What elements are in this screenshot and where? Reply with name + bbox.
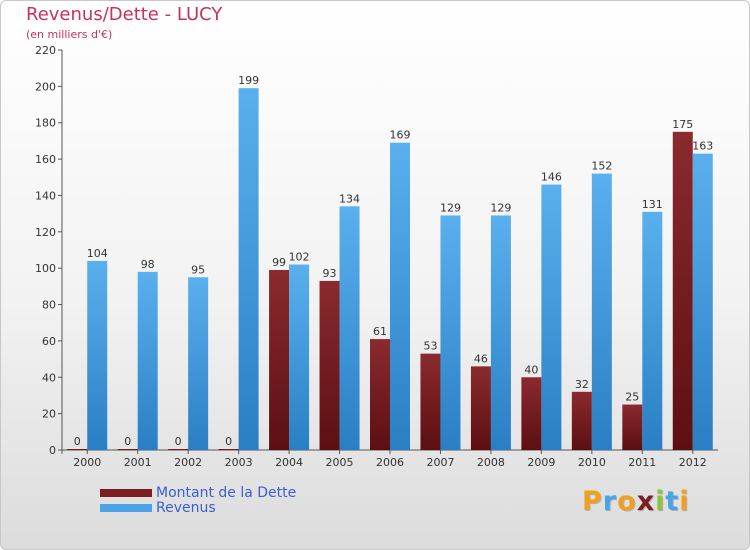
- data-label-debt: 46: [474, 352, 488, 365]
- bar-debt: [168, 449, 189, 450]
- x-tick-label: 2006: [376, 456, 404, 469]
- data-label-debt: 99: [272, 256, 286, 269]
- bar-debt: [218, 449, 239, 450]
- x-tick-label: 2001: [124, 456, 152, 469]
- bar-revenue: [188, 277, 209, 450]
- data-label-revenue: 129: [490, 201, 511, 214]
- data-label-debt: 32: [575, 378, 589, 391]
- legend-item-revenue: Revenus: [100, 501, 296, 516]
- x-tick-label: 2011: [628, 456, 656, 469]
- y-tick-label: 200: [35, 80, 56, 93]
- x-tick-label: 2005: [326, 456, 354, 469]
- bar-revenue: [440, 215, 461, 450]
- data-label-debt: 0: [225, 435, 232, 448]
- bar-debt: [319, 280, 340, 450]
- bar-debt: [420, 353, 441, 450]
- data-label-debt: 0: [74, 435, 81, 448]
- chart-title: Revenus/Dette - LUCY: [26, 4, 223, 25]
- y-tick-label: 60: [42, 335, 56, 348]
- data-label-debt: 0: [175, 435, 182, 448]
- data-label-debt: 25: [625, 391, 639, 404]
- data-label-debt: 93: [323, 267, 337, 280]
- bar-revenue: [541, 184, 562, 450]
- x-tick-label: 2003: [225, 456, 253, 469]
- bar-revenue: [289, 264, 310, 450]
- data-label-revenue: 98: [141, 258, 155, 271]
- bar-debt: [521, 377, 542, 450]
- x-tick-label: 2012: [679, 456, 707, 469]
- y-tick-label: 220: [35, 44, 56, 57]
- logo-letter: t: [665, 486, 680, 517]
- y-tick-label: 100: [35, 262, 56, 275]
- data-label-revenue: 131: [642, 198, 663, 211]
- bar-debt: [672, 131, 693, 450]
- data-label-revenue: 163: [692, 140, 713, 153]
- data-label-revenue: 95: [191, 263, 205, 276]
- bar-debt: [470, 366, 491, 450]
- bar-debt: [622, 404, 643, 450]
- bar-revenue: [339, 206, 360, 450]
- data-label-debt: 0: [124, 435, 131, 448]
- logo-letter: r: [602, 486, 618, 517]
- y-tick-label: 80: [42, 299, 56, 312]
- y-tick-label: 140: [35, 189, 56, 202]
- legend-item-debt: Montant de la Dette: [100, 486, 296, 501]
- bar-revenue: [390, 142, 410, 450]
- data-label-revenue: 102: [289, 251, 310, 264]
- bar-revenue: [87, 260, 108, 450]
- bar-revenue: [642, 211, 663, 450]
- x-tick-label: 2007: [426, 456, 454, 469]
- chart-subtitle: (en milliers d'€): [26, 28, 113, 41]
- y-tick-label: 160: [35, 153, 56, 166]
- bar-debt: [571, 391, 592, 450]
- data-label-debt: 61: [373, 325, 387, 338]
- x-tick-label: 2000: [73, 456, 101, 469]
- bar-debt: [370, 339, 390, 450]
- bar-debt: [269, 270, 290, 450]
- bar-revenue: [490, 215, 511, 450]
- proxiti-logo: Proxiti: [582, 486, 690, 517]
- data-label-debt: 175: [672, 118, 693, 131]
- legend-swatch-debt: [100, 489, 152, 497]
- logo-letter: i: [679, 486, 690, 517]
- data-label-revenue: 129: [440, 201, 461, 214]
- legend-swatch-revenue: [100, 504, 152, 512]
- y-tick-label: 180: [35, 117, 56, 130]
- data-label-revenue: 104: [87, 247, 108, 260]
- x-tick-label: 2010: [578, 456, 606, 469]
- x-tick-label: 2008: [477, 456, 505, 469]
- data-label-revenue: 199: [238, 74, 259, 87]
- logo-letter: o: [617, 486, 637, 517]
- data-label-revenue: 152: [591, 160, 612, 173]
- data-label-revenue: 146: [541, 171, 562, 184]
- y-tick-label: 20: [42, 408, 56, 421]
- bar-revenue: [137, 271, 158, 450]
- x-tick-label: 2002: [174, 456, 202, 469]
- bar-debt: [67, 449, 88, 450]
- bar-revenue: [692, 153, 713, 451]
- y-tick-label: 40: [42, 371, 56, 384]
- legend-label-revenue: Revenus: [156, 500, 216, 516]
- bar-revenue: [591, 173, 612, 451]
- y-tick-label: 0: [49, 444, 56, 457]
- x-tick-label: 2009: [527, 456, 555, 469]
- bar-revenue: [238, 88, 259, 450]
- legend-label-debt: Montant de la Dette: [156, 485, 297, 501]
- data-label-revenue: 134: [339, 192, 360, 205]
- data-label-debt: 53: [423, 340, 437, 353]
- data-label-revenue: 169: [390, 129, 411, 142]
- logo-letter: P: [582, 486, 603, 517]
- data-label-debt: 40: [524, 363, 538, 376]
- legend: Montant de la Dette Revenus: [100, 486, 296, 516]
- y-tick-label: 120: [35, 226, 56, 239]
- x-tick-label: 2004: [275, 456, 303, 469]
- logo-letter: x: [636, 486, 656, 517]
- bar-debt: [117, 449, 138, 450]
- logo-letter: i: [655, 486, 666, 517]
